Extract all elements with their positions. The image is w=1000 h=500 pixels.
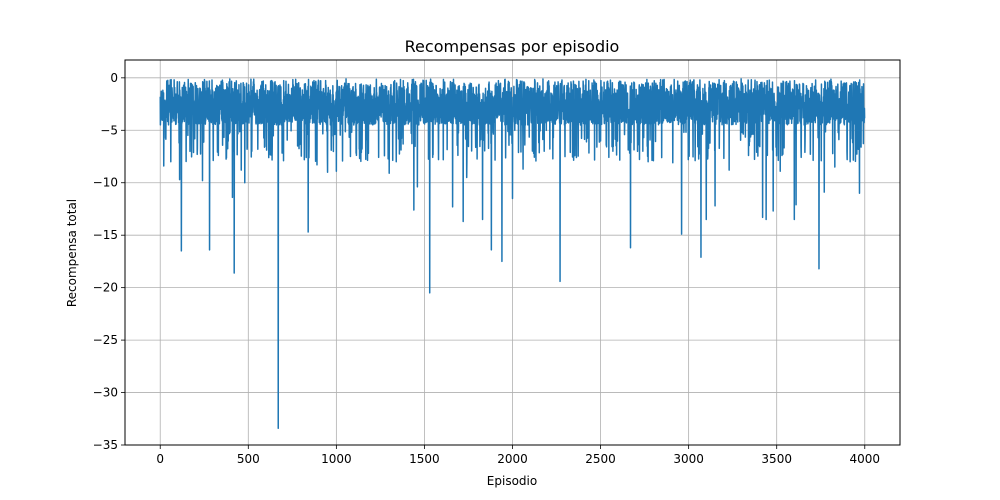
x-axis: 0 500 1000 1500 2000 2500 3000 3500 4000 xyxy=(156,445,880,466)
y-tick-label: −15 xyxy=(93,228,118,242)
x-tick-label: 0 xyxy=(156,452,164,466)
chart-title: Recompensas por episodio xyxy=(405,37,620,56)
x-tick-label: 3500 xyxy=(761,452,792,466)
y-axis: 0 −5 −10 −15 −20 −25 −30 −35 xyxy=(93,71,125,452)
x-tick-label: 3000 xyxy=(673,452,704,466)
x-tick-label: 2000 xyxy=(497,452,528,466)
y-axis-label: Recompensa total xyxy=(65,199,79,307)
y-tick-label: −30 xyxy=(93,386,118,400)
x-tick-label: 1500 xyxy=(409,452,440,466)
y-tick-label: −35 xyxy=(93,438,118,452)
x-axis-label: Episodio xyxy=(487,474,537,488)
y-tick-label: −25 xyxy=(93,333,118,347)
x-tick-label: 500 xyxy=(237,452,260,466)
y-tick-label: −10 xyxy=(93,176,118,190)
series-line xyxy=(159,78,866,429)
y-tick-label: 0 xyxy=(110,71,118,85)
x-tick-label: 1000 xyxy=(321,452,352,466)
y-tick-label: −5 xyxy=(100,123,118,137)
y-tick-label: −20 xyxy=(93,281,118,295)
series-layer xyxy=(159,78,866,429)
x-tick-label: 2500 xyxy=(585,452,616,466)
x-tick-label: 4000 xyxy=(849,452,880,466)
